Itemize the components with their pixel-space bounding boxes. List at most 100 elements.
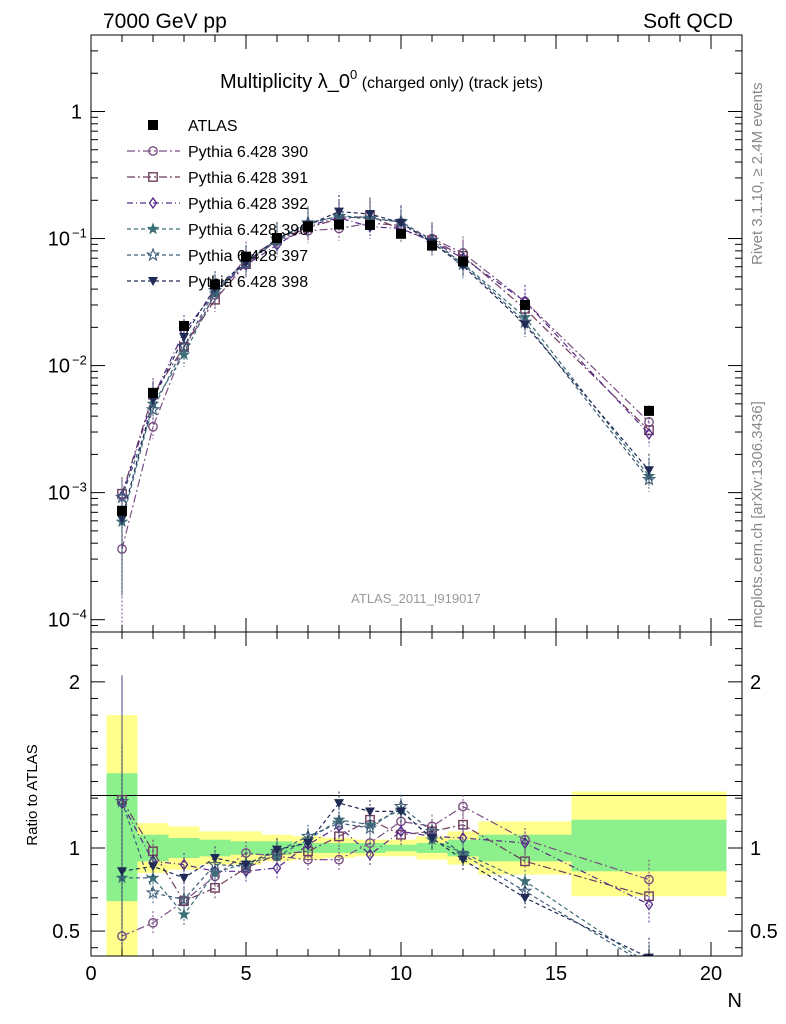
legend-label-data: ATLAS xyxy=(188,118,238,135)
ratio-point-p392 xyxy=(365,848,375,861)
ratio-panel-frame xyxy=(90,631,743,957)
main-line-p398 xyxy=(121,210,650,520)
main-y-tick-label: 1 xyxy=(71,101,82,123)
main-series-p390 xyxy=(117,206,654,626)
ratio-point-p398 xyxy=(520,893,530,903)
main-point-data xyxy=(427,240,437,251)
main-y-tick-label: 10 xyxy=(48,610,70,632)
analysis-id-label: ATLAS_2011_I919017 xyxy=(351,591,481,606)
ratio-point-p398 xyxy=(241,860,251,870)
ratio-point-p390 xyxy=(334,854,344,865)
legend-entry-p392: Pythia 6.428 392 xyxy=(127,196,308,213)
main-point-data xyxy=(179,320,189,331)
main-y-tick-exponent: −4 xyxy=(72,607,87,622)
ratio-point-p392 xyxy=(179,858,189,871)
main-panel: 110−110−210−310−4 Multiplicity λ_00 (cha… xyxy=(48,34,743,633)
main-line-p391 xyxy=(121,215,650,494)
main-series-layer xyxy=(114,195,657,626)
main-point-data xyxy=(210,279,220,290)
main-point-p398 xyxy=(179,332,189,342)
ratio-point-p397 xyxy=(517,883,533,898)
x-tick-label: 10 xyxy=(390,963,412,985)
main-y-axis: 110−110−210−310−4 xyxy=(48,34,742,633)
main-point-p398 xyxy=(117,515,127,525)
main-point-data xyxy=(520,299,530,310)
main-point-p398 xyxy=(334,207,344,217)
x-tick-label: 0 xyxy=(85,963,96,985)
ratio-y-axis: 0.5 0.5 1 1 2 2 xyxy=(52,648,778,949)
main-point-p398 xyxy=(520,320,530,330)
ratio-point-p392 xyxy=(272,861,282,875)
ratio-line-p398 xyxy=(121,802,647,956)
ratio-series-p398 xyxy=(117,746,654,956)
main-y-tick-label: 10 xyxy=(48,356,70,378)
ratio-point-p398 xyxy=(427,834,437,844)
main-point-data xyxy=(272,232,282,243)
main-y-tick-label: 10 xyxy=(48,229,70,251)
ratio-y-tick-label-right: 1 xyxy=(750,838,761,860)
ratio-point-p397 xyxy=(145,885,161,899)
main-series-data xyxy=(117,219,654,516)
legend-label-p391: Pythia 6.428 391 xyxy=(188,170,308,187)
main-x-axis xyxy=(90,35,743,632)
legend: ATLAS Pythia 6.428 390 Pythia 6.428 391 Pyt… xyxy=(127,118,308,291)
main-point-data xyxy=(241,251,251,262)
legend-entry-p398: Pythia 6.428 398 xyxy=(127,274,308,291)
ratio-series-layer xyxy=(114,675,654,968)
ratio-point-p398 xyxy=(117,867,127,877)
ratio-y-axis-label: Ratio to ATLAS xyxy=(24,744,41,845)
ratio-y-tick-label-left: 1 xyxy=(69,838,80,860)
rivet-side-label: Rivet 3.1.10, ≥ 2.4M events xyxy=(749,83,766,266)
mcplots-side-label: mcplots.cern.ch [arXiv:1306.3436] xyxy=(749,401,766,628)
legend-label-p398: Pythia 6.428 398 xyxy=(188,274,308,291)
ratio-point-p398 xyxy=(396,807,406,817)
ratio-point-p392 xyxy=(644,898,654,911)
legend-marker-p391 xyxy=(148,172,158,182)
legend-label-p396: Pythia 6.428 396 xyxy=(188,222,308,239)
main-point-data xyxy=(365,219,375,230)
main-point-p397 xyxy=(145,402,161,416)
legend-entry-data: ATLAS xyxy=(148,118,238,135)
main-line-p397 xyxy=(121,215,650,498)
ratio-point-p392 xyxy=(396,825,406,838)
ratio-point-p396 xyxy=(644,959,654,968)
main-point-data xyxy=(303,221,313,232)
ratio-point-p390 xyxy=(458,801,468,812)
legend-marker-p397 xyxy=(145,247,161,262)
ratio-point-p391 xyxy=(458,819,468,830)
ratio-point-p397 xyxy=(424,823,440,838)
main-point-data xyxy=(334,219,344,230)
header-right-label: Soft QCD xyxy=(643,10,733,33)
ratio-line-p396 xyxy=(122,809,638,956)
ratio-point-p398 xyxy=(210,853,220,863)
ratio-y-tick-label-right: 0.5 xyxy=(750,921,778,943)
main-point-p398 xyxy=(365,210,375,220)
legend-marker-data xyxy=(148,120,158,130)
ratio-point-p398 xyxy=(458,855,468,865)
ratio-line-p391 xyxy=(121,799,650,902)
chart-title: Multiplicity λ_00 (charged only) (track … xyxy=(220,67,543,93)
main-y-tick-exponent: −3 xyxy=(72,480,87,495)
ratio-band-inner xyxy=(230,841,262,855)
ratio-line-p392 xyxy=(121,802,650,906)
main-point-p397 xyxy=(114,489,130,504)
ratio-point-p397 xyxy=(362,820,378,835)
ratio-point-p398 xyxy=(148,862,158,872)
main-point-p398 xyxy=(396,218,406,228)
main-y-tick-exponent: −2 xyxy=(72,353,87,368)
ratio-point-p398 xyxy=(334,799,344,809)
x-tick-label: 20 xyxy=(700,963,722,985)
legend-marker-p396 xyxy=(146,222,160,235)
main-point-p392 xyxy=(644,427,654,441)
main-point-data xyxy=(117,505,127,516)
ratio-point-p391 xyxy=(520,856,530,867)
ratio-point-p396 xyxy=(177,907,191,920)
main-point-p398 xyxy=(644,466,654,476)
ratio-point-p397 xyxy=(176,891,192,906)
header-left-label: 7000 GeV pp xyxy=(103,10,227,33)
ratio-point-p398 xyxy=(365,807,375,817)
x-axis-label: N xyxy=(728,990,742,1012)
ratio-point-p398 xyxy=(303,839,313,849)
ratio-y-tick-label-right: 2 xyxy=(750,672,761,694)
